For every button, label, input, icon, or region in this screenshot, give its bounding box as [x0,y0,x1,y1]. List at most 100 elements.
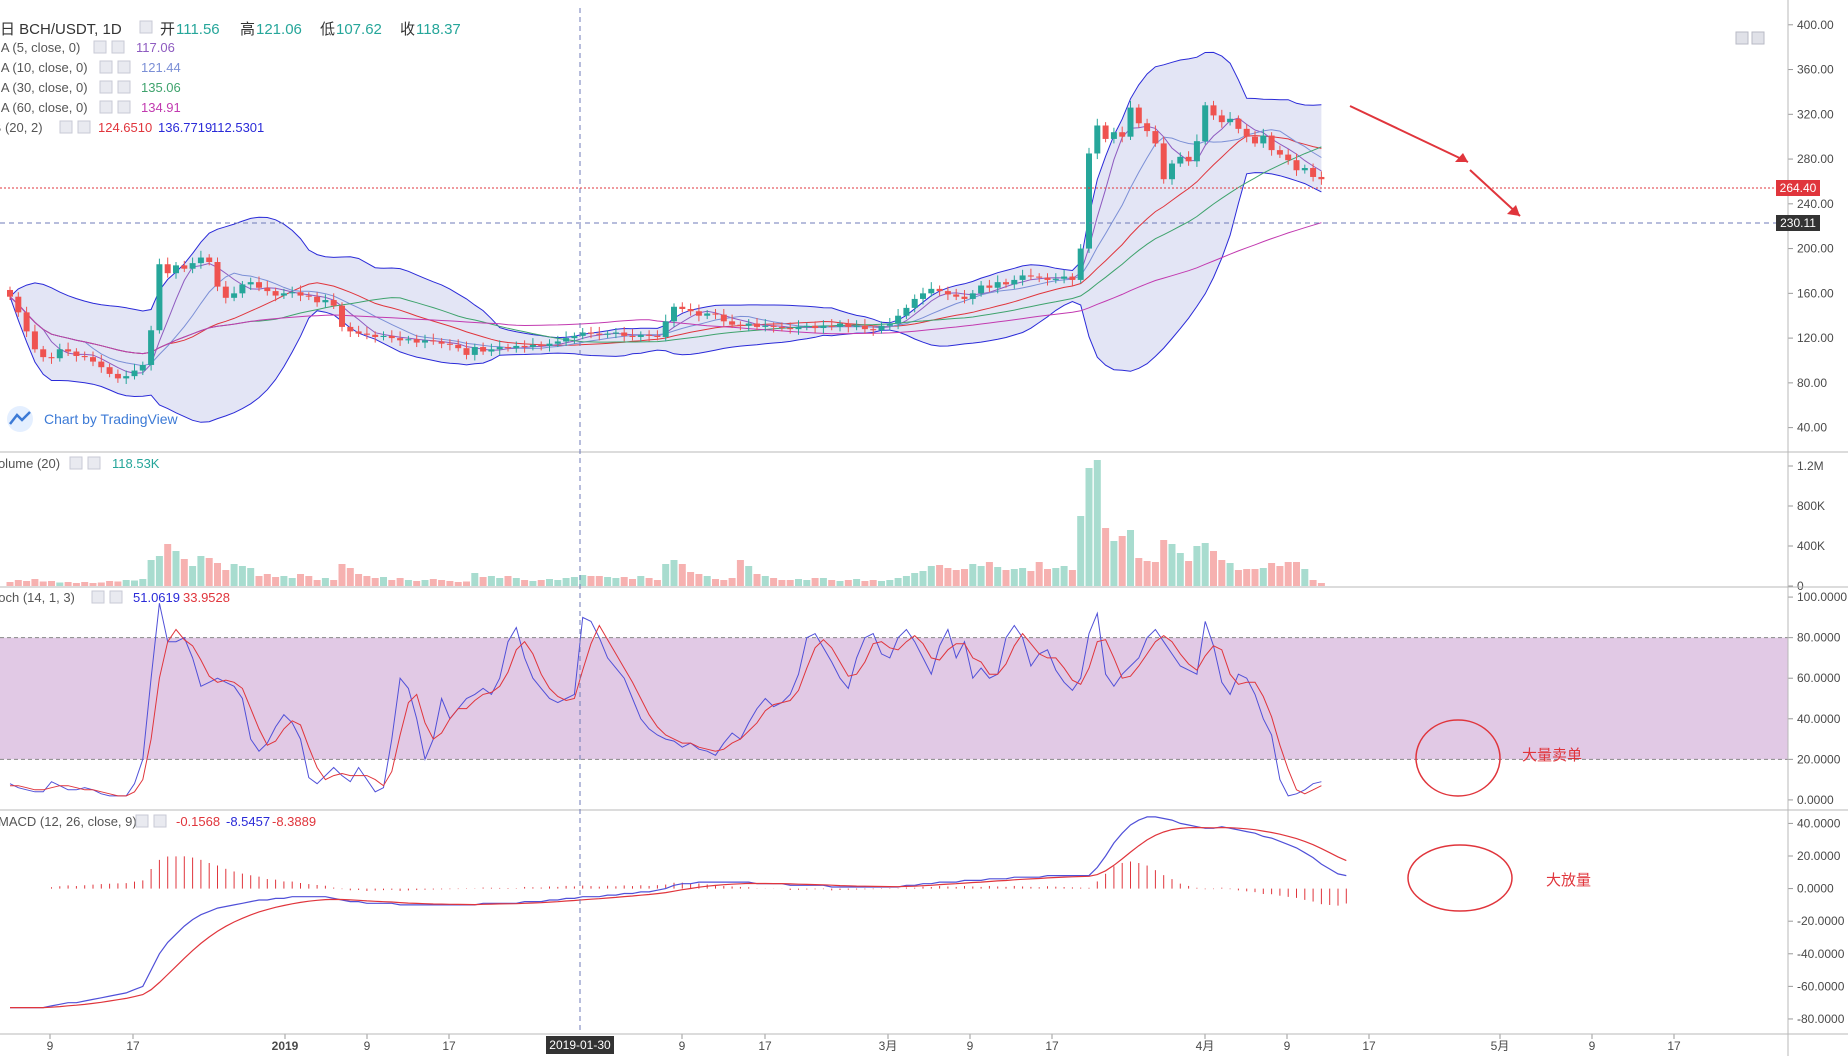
volume-bars [6,460,1325,586]
last-price-text: 264.40 [1780,181,1817,195]
volume-bar [346,568,354,586]
downtrend-arrow-1[interactable] [1349,105,1469,163]
ma30-label: MA (30, close, 0) [0,80,88,95]
pane-up-icon[interactable] [1735,31,1749,45]
volume-bar [1293,562,1300,586]
close-icon[interactable] [77,120,91,134]
settings-icon[interactable] [91,590,105,604]
candle [148,330,155,365]
volume-bar [969,564,977,586]
close-icon[interactable] [117,100,131,114]
time-tick-label: 9 [47,1039,54,1053]
close-icon[interactable] [117,80,131,94]
volume-bar [653,580,661,586]
candle [762,325,769,327]
volume-bar [803,580,811,586]
volume-bar [1201,543,1209,586]
candle [529,344,536,348]
close-icon[interactable] [111,40,125,54]
ma5-label: MA (5, close, 0) [0,40,80,55]
candle [214,262,221,287]
volume-tick-label: 1.2M [1797,459,1824,473]
settings-icon[interactable] [99,100,113,114]
macd-annotation: 大放量 [1546,872,1591,889]
volume-bar [595,576,603,586]
volume-bar [936,565,944,586]
volume-bar [496,578,504,586]
close-icon[interactable] [117,60,131,74]
candle [1193,141,1200,162]
candle [1019,275,1026,280]
volume-bar [1210,551,1217,586]
arrowhead [1455,153,1468,162]
settings-icon[interactable] [69,456,83,470]
volume-bar [695,574,703,586]
volume-bar [355,574,363,586]
downtrend-arrow-2[interactable] [1469,169,1521,217]
pane-down-icon[interactable] [1751,31,1765,45]
candle [538,344,545,346]
macd-circle[interactable] [1407,844,1513,912]
volume-bar [6,582,14,586]
volume-bar [504,576,512,586]
volume-bar [197,556,205,586]
settings-icon[interactable] [59,120,73,134]
volume-bar [471,573,479,586]
candle [463,348,470,355]
crosshair-date-text: 2019-01-30 [549,1038,611,1052]
volume-bar [1234,570,1242,586]
drawings[interactable]: 大量卖单 大放量 [1349,105,1591,912]
settings-icon[interactable] [99,60,113,74]
candle [106,367,113,374]
candle [812,325,819,329]
volume-bar [1002,570,1010,586]
candle [48,357,55,359]
candle [845,323,852,327]
candle [1235,118,1242,129]
tradingview-watermark[interactable]: Chart by TradingView [7,406,178,432]
price-tick-label: 280.00 [1797,152,1834,166]
settings-icon[interactable] [99,80,113,94]
candle [40,349,47,358]
volume-bar [629,579,636,586]
candle [1003,282,1009,285]
candle [1061,276,1068,279]
candle [164,264,171,274]
close-icon[interactable] [153,814,167,828]
volume-bar [1077,516,1085,586]
candle [297,292,304,296]
candle [637,334,644,337]
bb-basis-value: 124.6510 [98,120,152,135]
candle [579,332,586,336]
candle [131,370,138,377]
candle [1243,128,1250,137]
stoch-circle[interactable] [1415,719,1501,797]
volume-bar [745,566,753,586]
candle [903,307,910,316]
volume-bar [247,568,255,586]
ma60-value: 134.91 [141,100,181,115]
candle [1160,143,1167,180]
candle [405,339,412,341]
volume-bar [604,577,612,586]
close-icon[interactable] [109,590,123,604]
settings-icon[interactable] [135,814,149,828]
volume-bar [828,580,836,586]
candle [778,326,785,329]
stoch-annotation: 大量卖单 [1522,747,1582,764]
close-icon[interactable] [87,456,101,470]
settings-icon[interactable] [139,20,153,34]
candle [621,332,628,336]
candle [1069,276,1076,280]
candle [944,291,951,295]
candle [1044,277,1051,280]
settings-icon[interactable] [93,40,107,54]
volume-bar [977,566,985,586]
candle [322,300,329,303]
volume-bar [612,578,620,586]
volume-bar [861,581,869,586]
volume-bar [786,580,794,586]
volume-bar [1010,569,1018,586]
